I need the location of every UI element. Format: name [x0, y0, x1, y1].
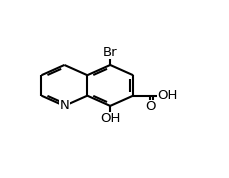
Text: OH: OH — [100, 112, 120, 125]
Text: Br: Br — [102, 46, 117, 59]
Text: OH: OH — [157, 89, 177, 102]
Text: O: O — [144, 100, 155, 113]
Text: N: N — [59, 99, 69, 112]
